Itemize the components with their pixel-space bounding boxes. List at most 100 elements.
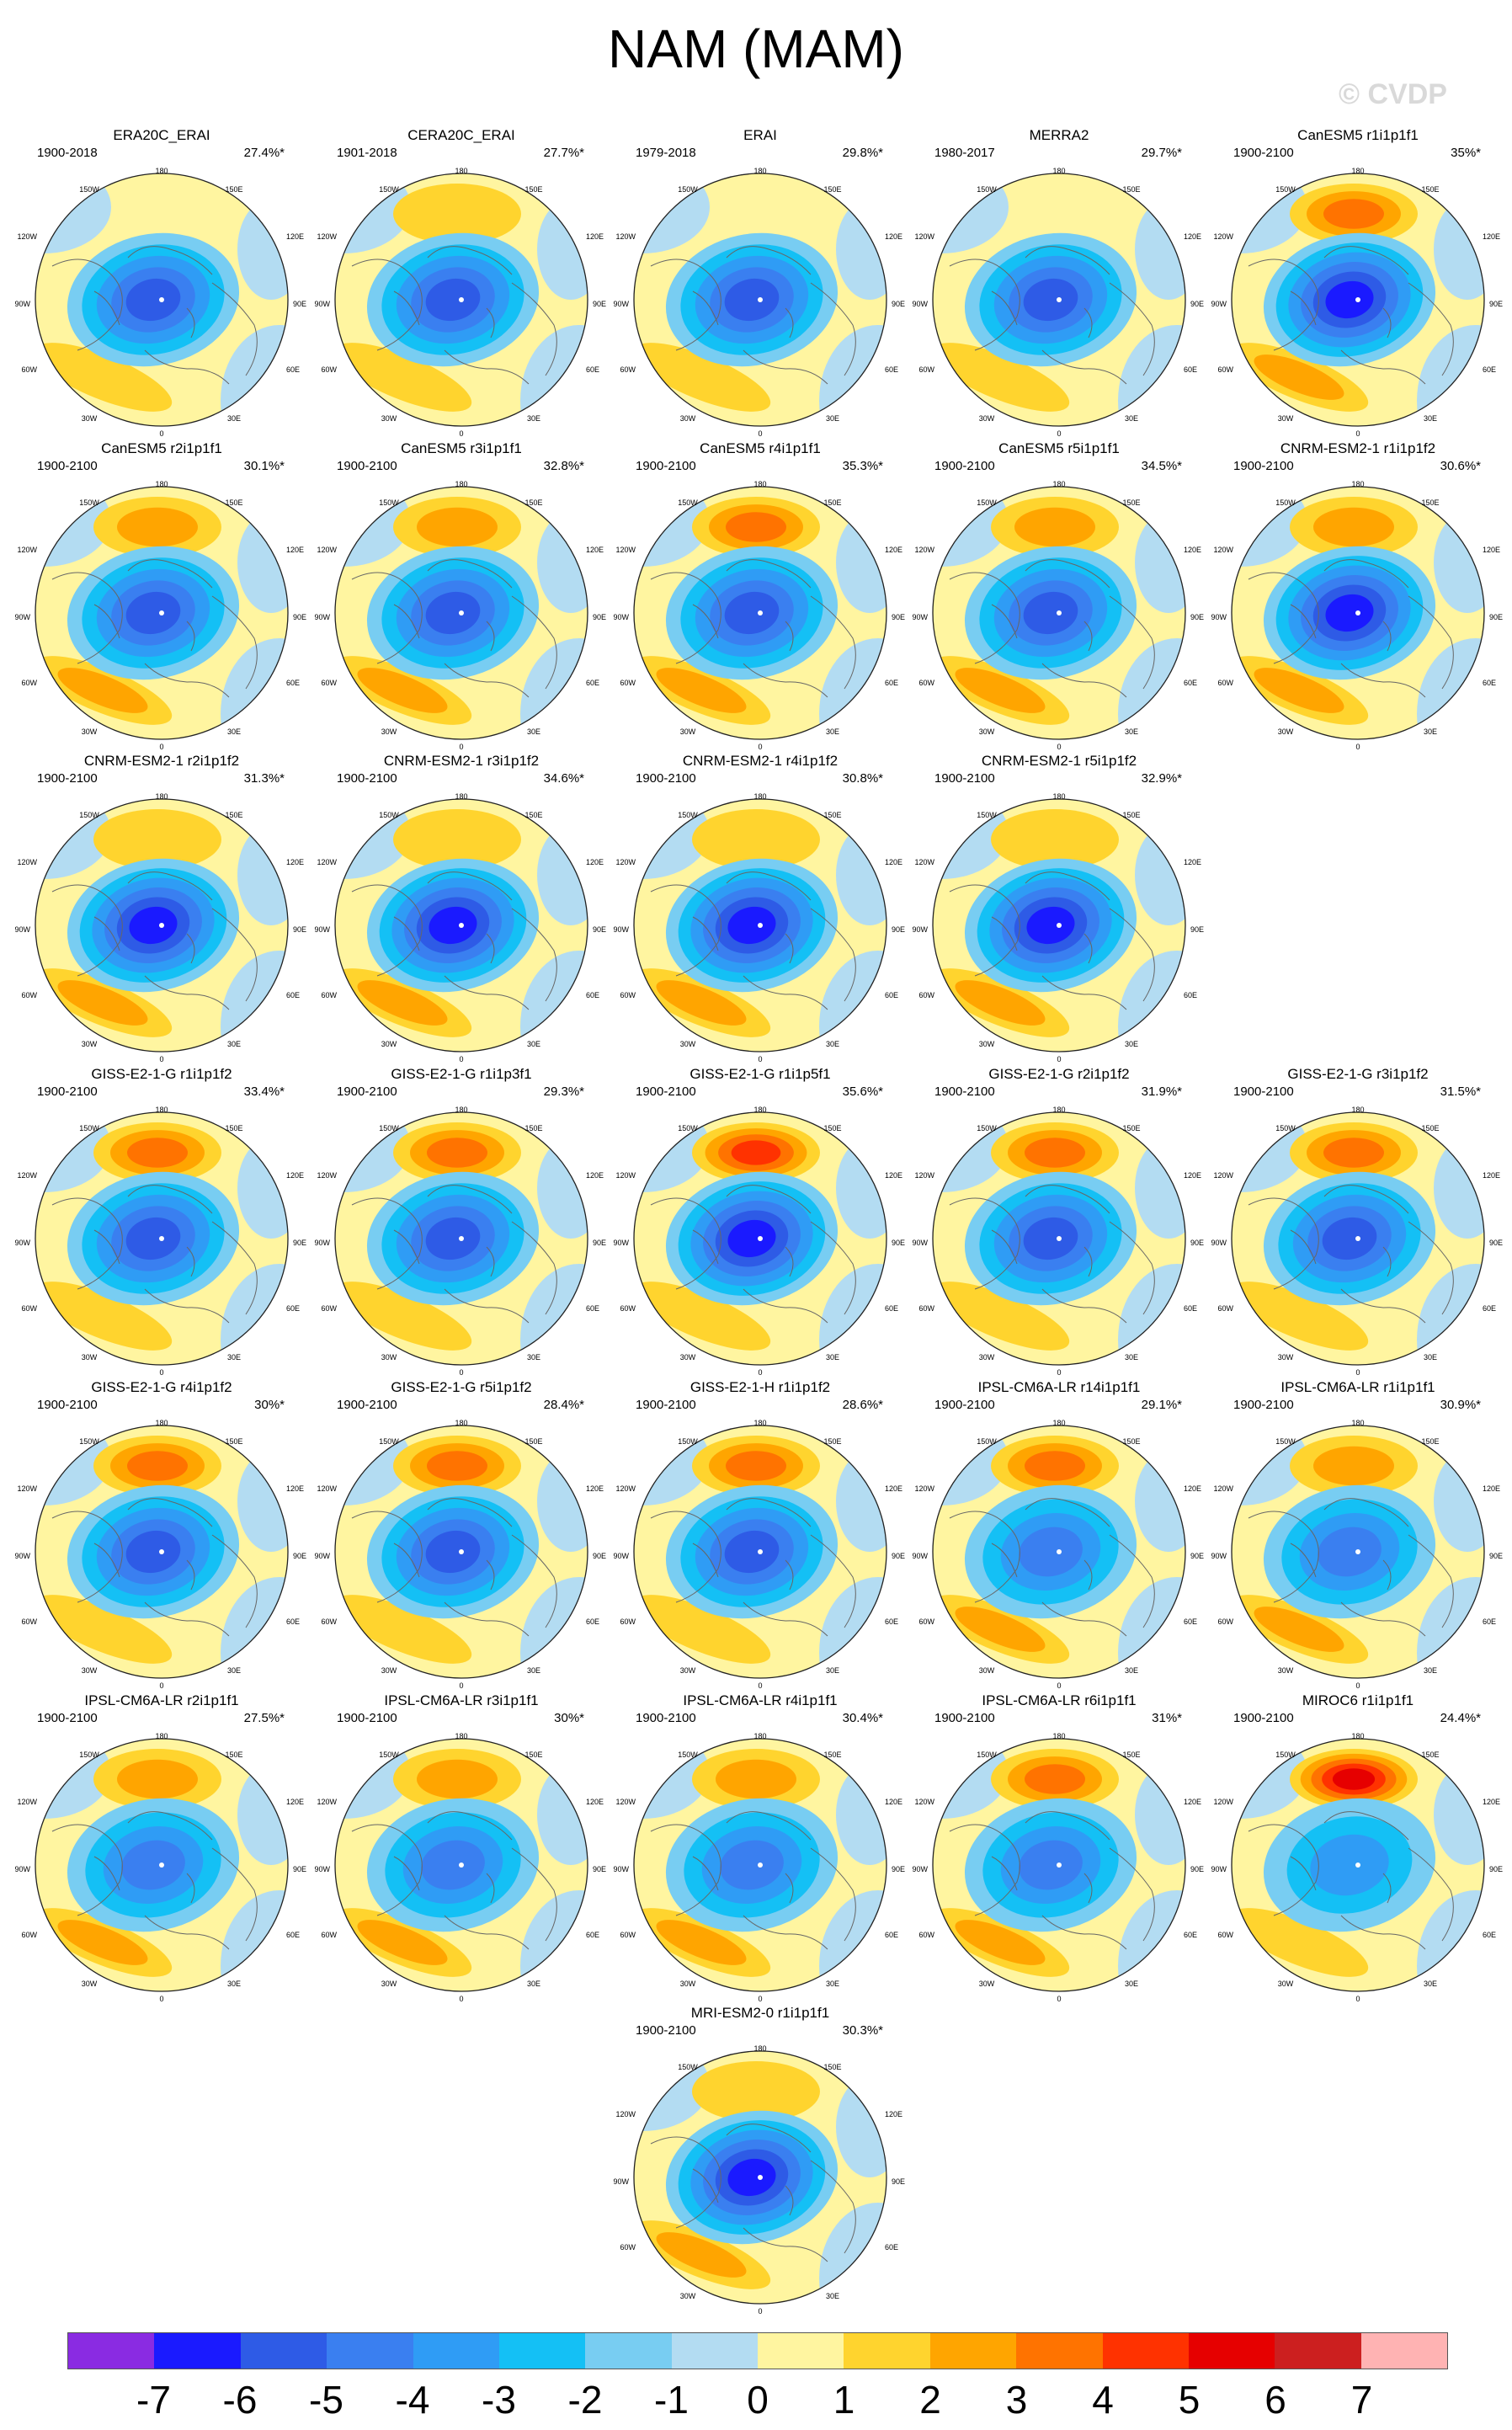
longitude-label: 60E bbox=[286, 679, 300, 687]
map-panel: MIROC6 r1i1p1f1 1900-2100 24.4%* 180 150W 150… bbox=[1211, 1692, 1503, 2003]
coastline bbox=[51, 1197, 123, 1290]
coastline bbox=[444, 349, 530, 385]
negative-arctic-center bbox=[724, 278, 780, 322]
longitude-label: 90W bbox=[14, 925, 30, 934]
positive-pacific-lobe bbox=[427, 1138, 487, 1168]
coastline bbox=[1083, 307, 1093, 338]
panel-percent-variance: 28.6%* bbox=[842, 1398, 883, 1412]
longitude-label: 30E bbox=[826, 2292, 839, 2300]
longitude-label: 90E bbox=[1190, 1239, 1204, 1247]
coastline bbox=[1025, 1185, 1110, 1214]
map-border bbox=[1231, 1738, 1485, 1992]
longitude-label: 120W bbox=[17, 1798, 37, 1806]
positive-atlantic-band bbox=[57, 980, 148, 1026]
polar-map: 180 150W 150E 120W 120E 90W 90E 60W 60E 30W 30E 0 bbox=[14, 167, 306, 438]
longitude-label: 90E bbox=[1190, 613, 1204, 621]
coastline bbox=[1290, 1856, 1317, 1891]
weak-negative-region bbox=[836, 824, 886, 925]
coastline bbox=[1041, 1601, 1127, 1637]
weak-negative-region bbox=[1135, 512, 1185, 613]
coastline bbox=[1109, 1534, 1155, 1628]
longitude-label: 90E bbox=[1190, 925, 1204, 934]
longitude-label: 30E bbox=[826, 414, 839, 423]
negative-arctic-center bbox=[425, 1530, 481, 1574]
colorbar-tick-label: -1 bbox=[654, 2378, 689, 2422]
longitude-label: 120E bbox=[1184, 546, 1201, 554]
longitude-label: 60W bbox=[918, 365, 934, 374]
coastline bbox=[810, 908, 856, 1002]
coastline bbox=[351, 1824, 423, 1916]
panel-percent-variance: 35.6%* bbox=[842, 1084, 883, 1099]
map-panel: ERAI 1979-2018 29.8%* 180 150W 150E 120W 120E 90… bbox=[613, 126, 905, 438]
longitude-label: 60E bbox=[286, 1304, 300, 1313]
longitude-label: 60W bbox=[918, 679, 934, 687]
polar-map: 180 150W 150E 120W 120E 90W 90E 60W 60E 30W 30E 0 bbox=[14, 1106, 306, 1377]
colorbar-tick-label: -6 bbox=[222, 2378, 258, 2422]
coastline bbox=[51, 1511, 123, 1603]
longitude-label: 60E bbox=[1184, 1931, 1197, 1939]
longitude-label: 90W bbox=[14, 300, 30, 308]
longitude-label: 120W bbox=[1213, 1484, 1233, 1493]
colorbar-tick-label: 5 bbox=[1178, 2378, 1201, 2422]
longitude-label: 120W bbox=[17, 232, 37, 241]
coastline bbox=[1248, 1824, 1319, 1916]
coastline bbox=[1408, 1847, 1454, 1942]
longitude-label: 90W bbox=[613, 300, 629, 308]
longitude-label: 60W bbox=[21, 679, 37, 687]
pole-marker bbox=[159, 1549, 164, 1554]
longitude-label: 150W bbox=[79, 1124, 99, 1132]
coastline bbox=[511, 1534, 557, 1628]
positive-pacific-lobe bbox=[93, 809, 221, 870]
pole-marker bbox=[1057, 1236, 1062, 1241]
positive-atlantic-band bbox=[335, 1595, 472, 1664]
longitude-label: 150W bbox=[79, 1751, 99, 1759]
panel-percent-variance: 29.7%* bbox=[1141, 146, 1182, 160]
longitude-label: 30W bbox=[82, 727, 98, 736]
coastline bbox=[393, 604, 420, 639]
weak-negative-region bbox=[836, 2076, 886, 2177]
longitude-label: 120W bbox=[317, 1484, 337, 1493]
weak-negative-region bbox=[1135, 199, 1185, 300]
pole-marker bbox=[159, 1862, 164, 1868]
longitude-label: 30E bbox=[527, 1040, 540, 1048]
longitude-label: 150W bbox=[977, 1751, 997, 1759]
longitude-label: 60W bbox=[620, 1304, 636, 1313]
map-border bbox=[932, 1111, 1186, 1366]
longitude-label: 150W bbox=[379, 185, 399, 194]
map-panel: GISS-E2-1-G r1i1p5f1 1900-2100 35.6%* 180 15… bbox=[613, 1065, 905, 1377]
negative-arctic-center bbox=[1023, 1217, 1078, 1260]
longitude-label: 0 bbox=[758, 743, 762, 751]
longitude-label: 150E bbox=[823, 185, 841, 194]
coastline bbox=[692, 916, 719, 951]
longitude-label: 30E bbox=[1424, 727, 1437, 736]
longitude-label: 150E bbox=[1421, 185, 1439, 194]
coastline bbox=[743, 1915, 828, 1950]
weak-negative-region bbox=[836, 1451, 886, 1552]
longitude-label: 120E bbox=[1483, 546, 1500, 554]
longitude-label: 30E bbox=[227, 1040, 241, 1048]
coastline bbox=[1025, 1498, 1110, 1527]
longitude-label: 30W bbox=[979, 414, 995, 423]
coastline bbox=[211, 1534, 258, 1628]
coastline bbox=[991, 1229, 1018, 1265]
pole-marker bbox=[758, 1549, 763, 1554]
longitude-label: 150W bbox=[678, 185, 698, 194]
coastline bbox=[743, 1288, 828, 1324]
positive-pacific-lobe bbox=[117, 1759, 198, 1799]
map-border bbox=[633, 2050, 887, 2305]
polar-map: 180 150W 150E 120W 120E 90W 90E 60W 60E 30W 30E 0 bbox=[314, 480, 606, 751]
map-panel: CNRM-ESM2-1 r3i1p1f2 1900-2100 34.6%* 180 15… bbox=[314, 752, 606, 1063]
positive-atlantic-band bbox=[955, 1607, 1046, 1652]
panel-title: ERAI bbox=[743, 127, 777, 143]
coastline bbox=[144, 349, 230, 385]
coastline bbox=[650, 884, 721, 977]
colorbar-segment bbox=[844, 2333, 930, 2369]
longitude-label: 60E bbox=[286, 365, 300, 374]
coastline bbox=[351, 572, 423, 664]
panel-percent-variance: 31%* bbox=[1152, 1711, 1182, 1725]
longitude-label: 120W bbox=[914, 1171, 934, 1180]
positive-atlantic-band bbox=[1254, 354, 1344, 400]
weak-negative-region bbox=[237, 1764, 288, 1865]
longitude-label: 90E bbox=[593, 300, 606, 308]
coastline bbox=[393, 916, 420, 951]
